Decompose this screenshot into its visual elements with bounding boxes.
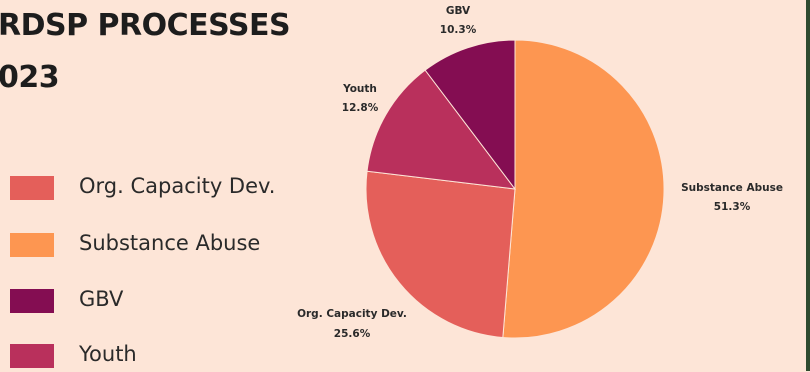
pie-slice-org-capacity-dev	[365, 170, 516, 339]
legend-swatch	[10, 233, 54, 257]
slice-value-label: 51.3%	[714, 201, 751, 213]
legend-swatch	[10, 176, 54, 200]
pie-slice-gbv	[424, 39, 516, 191]
slice-value-label: 25.6%	[334, 328, 371, 340]
legend-swatch	[10, 289, 54, 313]
slice-label: Org. Capacity Dev.	[297, 308, 407, 320]
legend-swatch	[10, 344, 54, 368]
pie-slice-youth	[366, 69, 517, 190]
slice-label: GBV	[446, 5, 471, 17]
chart-title-line-2: 023	[0, 60, 60, 95]
legend-label: Substance Abuse	[79, 231, 261, 255]
frame-edge	[806, 0, 810, 371]
slice-label: Youth	[342, 83, 377, 95]
chart-title-line-1: RDSP PROCESSES	[0, 8, 291, 43]
legend-label: GBV	[79, 287, 124, 311]
slice-value-label: 12.8%	[342, 102, 379, 114]
slice-value-label: 10.3%	[440, 24, 477, 36]
slice-label: Substance Abuse	[681, 182, 783, 194]
pie-slice-substance-abuse	[502, 39, 665, 339]
legend-label: Org. Capacity Dev.	[79, 174, 276, 198]
legend-label: Youth	[79, 342, 137, 366]
